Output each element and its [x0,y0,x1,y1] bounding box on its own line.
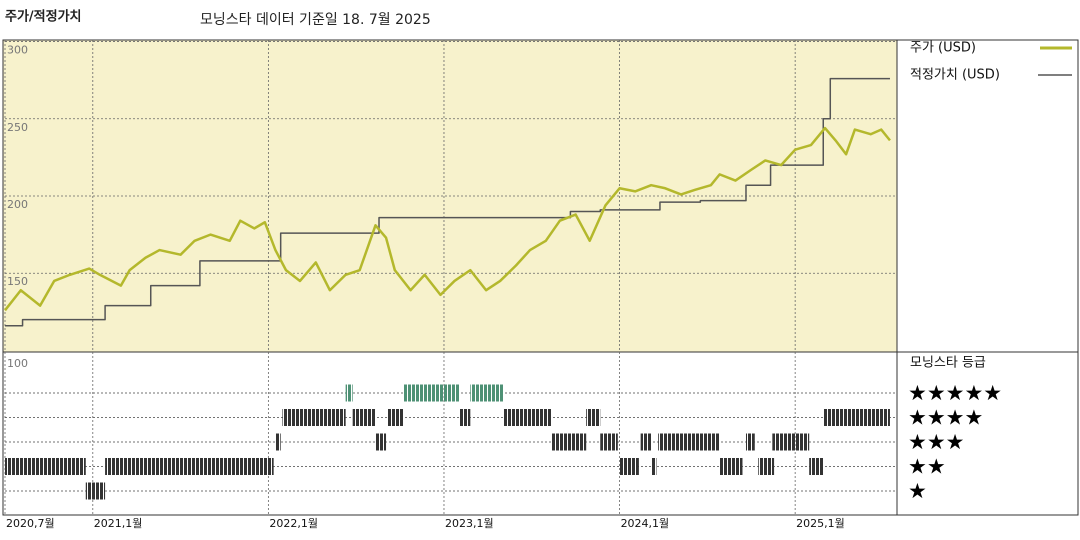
y-tick-label: 300 [7,44,28,57]
x-tick-label: 2025,1월 [796,517,845,530]
rating-bar [586,409,601,426]
rating-bar [809,458,824,475]
rating-bar [459,409,471,426]
x-tick-label: 2020,7월 [6,517,55,530]
rating-bar [387,409,404,426]
rating-bar [551,433,587,451]
rating-bar [651,458,657,475]
x-tick-label: 2021,1월 [94,517,143,530]
chart-subtitle: 모닝스타 데이터 기준일 18. 7월 2025 [200,12,431,28]
rating-level: ★ [908,479,927,503]
rating-bar [85,482,106,500]
y-tick-label: 150 [7,275,28,288]
rating-level: ★★★ [908,430,964,454]
x-tick-label: 2024,1월 [621,517,670,530]
rating-bar [719,458,743,475]
rating-bar [640,433,652,451]
ratings-label: 100 [7,357,28,370]
y-tick-label: 250 [7,121,28,134]
frame [2,39,1079,516]
x-tick-label: 2023,1월 [445,517,494,530]
rating-level: ★★ [908,455,946,479]
rating-bar [745,433,755,451]
rating-bar [282,409,346,426]
ratings-title: 모닝스타 등급 [910,356,986,371]
rating-bar [5,458,86,475]
rating-bar [658,433,720,451]
rating-bar [619,458,639,475]
rating-bar [352,409,376,426]
rating-bar [823,409,890,426]
rating-bar [470,384,504,402]
rating-bar [345,384,353,402]
rating-bar [600,433,618,451]
x-tick-label: 2022,1월 [269,517,318,530]
y-tick-label: 200 [7,198,28,211]
rating-level: ★★★★ [908,406,983,430]
rating-bar [375,433,387,451]
series-line [4,126,891,312]
chart-title: 주가/적정가치 [5,9,82,25]
rating-bar [403,384,460,402]
rating-bar [758,458,775,475]
rating-bar [275,433,281,451]
legend-label: 적정가치 (USD) [910,68,1000,83]
rating-level: ★★★★★ [908,381,1002,405]
legend-label: 주가 (USD) [910,41,976,56]
rating-bar [503,409,552,426]
rating-bar [105,458,274,475]
rating-bar [772,433,810,451]
